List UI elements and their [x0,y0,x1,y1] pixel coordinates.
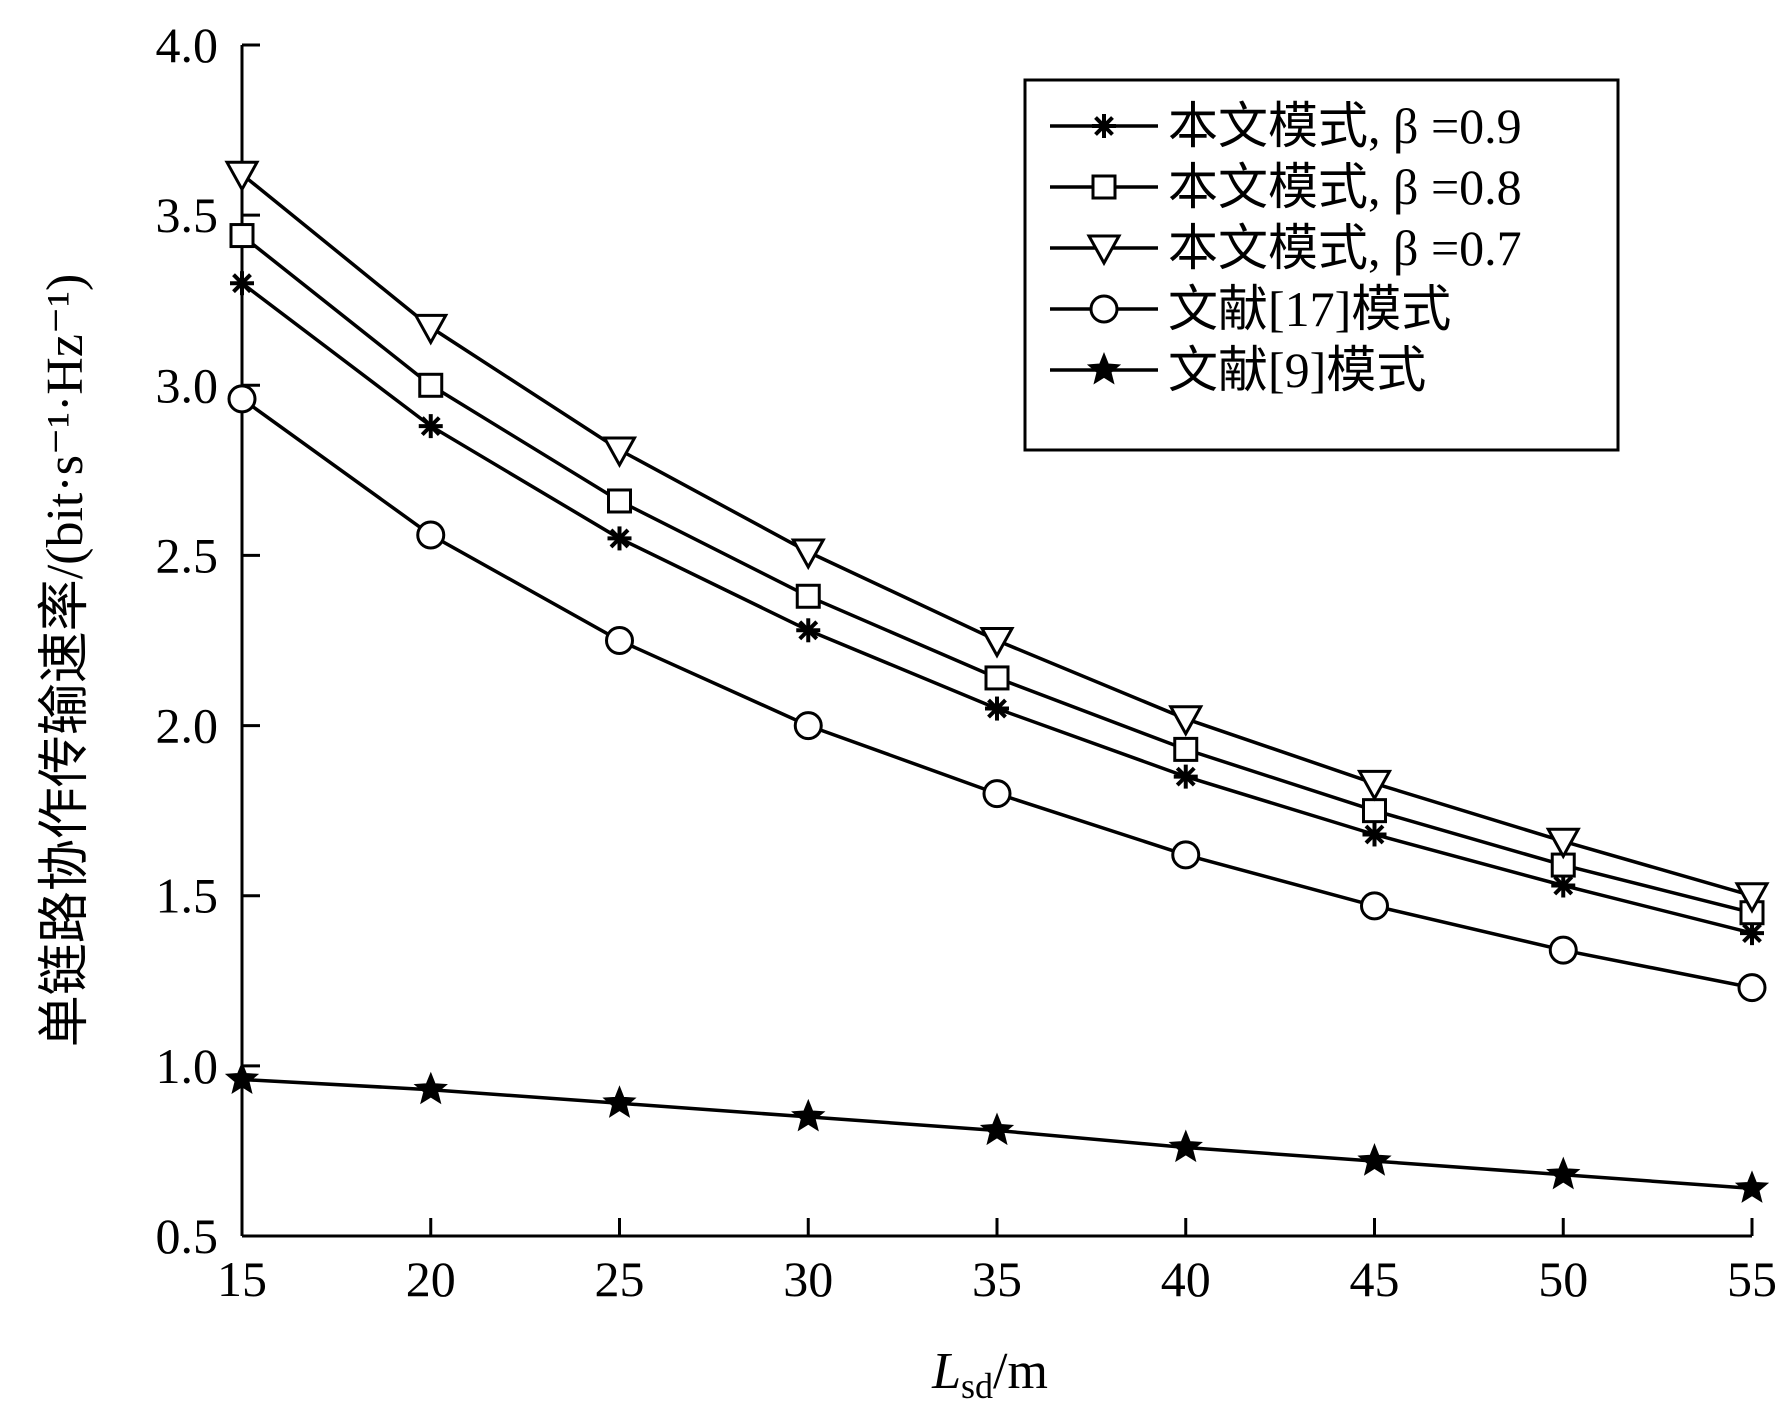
data-point-asterisk [230,271,254,296]
data-point-square [229,223,255,249]
data-point-star [1734,1170,1770,1203]
x-tick-label: 30 [783,1251,833,1307]
data-point-asterisk [796,618,821,643]
series-3 [227,384,1767,1003]
x-axis-title-main: L [931,1343,961,1400]
y-tick-label: 4.0 [156,17,219,73]
data-point-asterisk [607,526,632,551]
series-0 [230,271,1764,946]
data-point-circle [982,779,1012,809]
legend-box [1023,78,1620,452]
data-point-circle [1548,935,1578,965]
x-axis-title-sub: sd [961,1366,993,1401]
data-point-circle [605,626,634,655]
data-point-circle [1360,891,1389,921]
series-1 [229,223,1765,926]
data-point-square [1091,174,1117,200]
x-axis-title-rest: /m [993,1343,1048,1400]
legend-item: 文献[9]模式 [1050,342,1426,398]
data-point-asterisk [1173,764,1198,789]
data-point-triangle-down [1734,882,1770,914]
data-point-star [1357,1143,1392,1176]
data-point-circle [227,384,257,414]
data-point-circle [1737,973,1767,1003]
x-axis-title: Lsd/m [931,1343,1048,1401]
data-point-triangle-down [224,160,260,193]
legend-item: 本文模式, β =0.7 [1050,220,1522,276]
data-point-asterisk [985,696,1009,721]
series-2 [224,160,1770,914]
data-point-asterisk [418,414,443,439]
legend-item: 本文模式, β =0.9 [1050,98,1522,154]
data-point-triangle-down [790,538,826,571]
x-tick-label: 35 [972,1251,1022,1307]
x-tick-label: 20 [406,1251,456,1307]
x-tick-label: 25 [595,1251,645,1307]
data-point-triangle-down [1356,769,1393,802]
data-point-triangle-down [1545,827,1581,860]
data-point-circle [1089,294,1119,324]
data-point-triangle-down [413,313,449,346]
x-tick-label: 50 [1538,1251,1588,1307]
legend-item: 文献[17]模式 [1050,281,1451,337]
legend-label: 本文模式, β =0.9 [1168,98,1522,154]
data-point-square [984,665,1010,691]
data-point-asterisk [1092,114,1116,138]
data-point-star [979,1112,1015,1146]
data-point-triangle-down [1086,234,1122,267]
x-tick-label: 45 [1350,1251,1400,1307]
y-tick-label: 3.0 [156,357,219,413]
data-point-star [602,1085,637,1118]
data-point-star [413,1071,448,1105]
data-point-star [1086,351,1122,385]
y-tick-label: 1.0 [156,1038,219,1094]
data-point-circle [416,520,446,550]
x-tick-label: 15 [217,1251,267,1307]
legend-label: 文献[9]模式 [1168,342,1426,398]
x-tick-label: 40 [1161,1251,1211,1307]
data-point-circle [1171,840,1201,870]
y-tick-label: 1.5 [156,868,219,924]
legend-label: 本文模式, β =0.8 [1168,159,1522,215]
data-point-square [1362,798,1387,824]
data-point-triangle-down [1168,705,1204,737]
data-point-asterisk [1740,921,1764,946]
y-tick-label: 3.5 [156,187,219,243]
legend-item: 本文模式, β =0.8 [1050,159,1522,215]
legend-label: 本文模式, β =0.7 [1168,220,1522,276]
data-point-square [607,488,632,514]
data-point-asterisk [1362,822,1387,847]
series-4 [224,1061,1770,1203]
y-axis-title: 单链路协作传输速率/(bit·s⁻¹·Hz⁻¹) [37,274,94,1048]
series-line [240,397,1753,990]
legend-label: 文献[17]模式 [1168,281,1451,337]
data-point-triangle-down [601,436,638,469]
series-layer [224,160,1770,1203]
data-point-square [1173,736,1199,762]
x-tick-label: 55 [1727,1251,1777,1307]
data-point-square [795,583,821,609]
data-point-circle [793,711,823,741]
axes: 0.5 1.0 1.5 2.0 2.5 3.0 3.5 4.0 15 20 25 30 35 40 45 50… [156,17,1778,1307]
data-point-star [1168,1129,1203,1163]
data-point-star [791,1098,826,1132]
data-point-star [1546,1156,1581,1190]
y-tick-label: 2.5 [156,527,219,583]
y-tick-label: 2.0 [156,698,219,754]
data-point-star [224,1061,260,1095]
y-tick-label: 0.5 [156,1208,219,1264]
data-point-square [418,372,444,398]
data-point-triangle-down [979,627,1015,659]
